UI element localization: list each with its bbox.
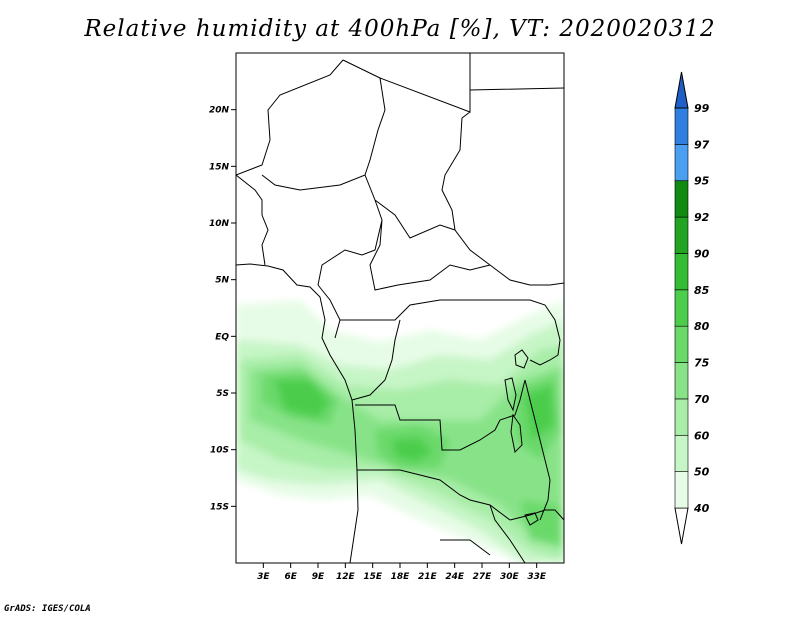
lon-tick-label: 33E [527, 572, 547, 582]
colorbar-segment [674, 253, 689, 291]
lat-tick-label: 5S [216, 389, 229, 399]
coastline-west-africa [236, 263, 359, 563]
colorbar-label: 80 [694, 320, 710, 333]
lat-tick-label: 10N [209, 219, 230, 229]
lon-tick-label: 6E [284, 572, 297, 582]
rh-band-80 [275, 380, 554, 462]
colorbar-label: 60 [694, 429, 710, 442]
colorbar-segment [674, 362, 689, 400]
colorbar-segment [674, 180, 689, 218]
colorbar-segment [674, 434, 689, 472]
colorbar-label: 70 [694, 393, 710, 406]
colorbar-label: 97 [694, 138, 710, 151]
lon-tick-label: 9E [312, 572, 325, 582]
colorbar-segment [674, 289, 689, 327]
map-title: Relative humidity at 400hPa [%], VT: 202… [84, 16, 716, 42]
credit-label: GrADS: IGES/COLA [4, 604, 91, 614]
lon-tick-label: 15E [363, 572, 383, 582]
colorbar: 40 50 60 70 75 80 85 90 92 95 97 99 [674, 71, 710, 545]
lat-tick-label: 5N [215, 276, 229, 286]
colorbar-high-cap [674, 71, 689, 109]
colorbar-label: 75 [694, 357, 710, 370]
colorbar-label: 85 [694, 284, 710, 297]
colorbar-segment [674, 471, 689, 509]
lat-tick-label: 20N [209, 106, 230, 116]
lon-tick-label: 24E [445, 572, 465, 582]
colorbar-low-cap [674, 507, 689, 545]
lon-tick-label: 12E [336, 572, 356, 582]
lon-tick-label: 21E [418, 572, 438, 582]
lat-tick-label: EQ [215, 332, 229, 342]
humidity-shading [236, 300, 564, 563]
lat-tick-label: 15S [210, 502, 229, 512]
colorbar-segment [674, 325, 689, 363]
colorbar-label: 40 [693, 502, 710, 515]
lon-tick-label: 3E [257, 572, 270, 582]
lon-tick-label: 27E [473, 572, 493, 582]
colorbar-label: 92 [694, 211, 710, 224]
lat-ticks: 20N 15N 10N 5N EQ 5S 10S 15S [209, 106, 236, 512]
colorbar-label: 50 [694, 466, 710, 479]
colorbar-segment [674, 107, 689, 145]
colorbar-label: 95 [694, 175, 710, 188]
lat-tick-label: 15N [209, 162, 230, 172]
colorbar-segment [674, 398, 689, 436]
lon-tick-label: 30E [500, 572, 520, 582]
border-lines [236, 53, 564, 563]
lake-outlines [504, 349, 539, 526]
lon-tick-label: 18E [391, 572, 411, 582]
colorbar-label: 99 [694, 102, 710, 115]
lon-ticks: 3E 6E 9E 12E 15E 18E 21E 24E 27E 30E 33E [257, 563, 547, 582]
colorbar-segment [674, 144, 689, 182]
country-borders [236, 53, 564, 563]
colorbar-label: 90 [694, 247, 710, 260]
colorbar-segment [674, 216, 689, 254]
lat-tick-label: 10S [210, 446, 229, 456]
